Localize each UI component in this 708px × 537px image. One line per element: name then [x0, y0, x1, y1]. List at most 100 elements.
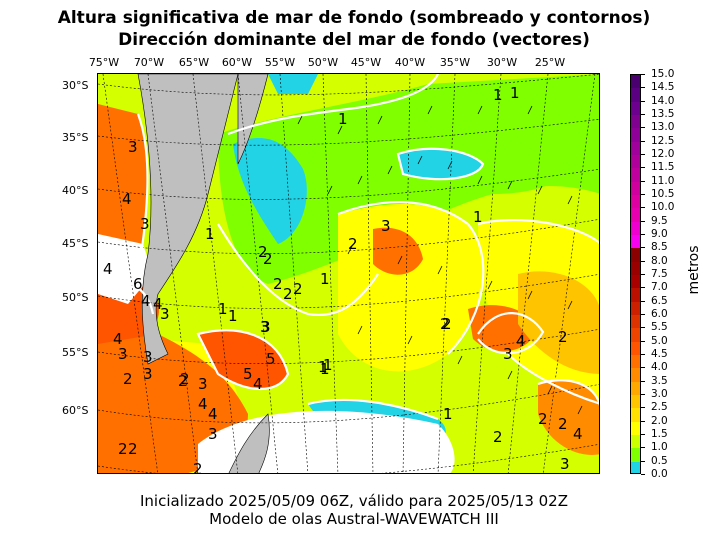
colorbar-tick-mark [641, 194, 645, 195]
colorbar-tick-label: 0.5 [651, 454, 668, 467]
colorbar-tick-mark [641, 247, 645, 249]
colorbar-tick-mark [641, 407, 645, 409]
colorbar-tick-label: 6.5 [651, 294, 668, 307]
swell-25m-zone [518, 271, 599, 374]
colorbar-tick-label: 2.0 [651, 414, 668, 427]
contour-label: 3 [198, 375, 208, 393]
contour-label: 5 [243, 365, 253, 383]
colorbar-tick-label: 8.0 [651, 254, 668, 267]
colorbar-tick-mark [641, 434, 645, 435]
colorbar-tick-label: 9.5 [651, 214, 668, 227]
colorbar-tick-mark [641, 380, 645, 382]
contour-label: 1 [323, 356, 333, 374]
lon-label: 50°W [307, 56, 339, 69]
contour-label: 1 [493, 86, 503, 104]
colorbar-tick-mark [641, 140, 645, 142]
contour-label: 1 [228, 307, 238, 325]
contour-label: 2 [258, 243, 268, 261]
contour-label: 1 [338, 110, 348, 128]
swell-low-zone [233, 138, 307, 244]
colorbar-segment [631, 381, 640, 396]
contour-label: 2 [442, 315, 452, 333]
lat-label: 60°S [62, 404, 89, 417]
colorbar-tick-label: 12.0 [651, 148, 675, 160]
contour-label: 3 [560, 455, 570, 473]
contour-label: 3 [381, 217, 391, 235]
contour-label: 5 [266, 350, 276, 368]
contour-label: 4 [141, 292, 151, 310]
contour-label: 2 [123, 370, 133, 388]
contour-label: 3 [118, 345, 128, 363]
colorbar-tick-mark [641, 274, 645, 275]
contour-label: 1 [218, 300, 228, 318]
colorbar-tick-mark [641, 460, 645, 462]
colorbar-tick-mark [641, 74, 645, 75]
colorbar-tick-mark [641, 234, 645, 235]
lon-label: 35°W [439, 56, 471, 69]
colorbar-segment [631, 461, 640, 473]
colorbar-tick-mark [641, 287, 645, 289]
contour-lines [98, 74, 599, 421]
lon-label: 25°W [534, 56, 566, 69]
contour-label: 6 [133, 275, 143, 293]
swell-1m-zone [218, 74, 599, 284]
colorbar-tick-mark [641, 367, 645, 369]
contour-label: 1 [205, 225, 215, 243]
colorbar-tick-mark [641, 474, 645, 475]
contour-label: 1 [320, 270, 330, 288]
colorbar-tick-mark [641, 327, 645, 329]
colorbar-tick-label: 15.0 [651, 68, 675, 80]
colorbar-tick-mark [641, 154, 645, 155]
colorbar-segment [631, 301, 640, 316]
colorbar-segment [631, 208, 640, 223]
colorbar-tick-label: 6.0 [651, 308, 668, 320]
colorbar-tick-mark [641, 394, 645, 395]
colorbar-tick-label: 7.5 [651, 268, 668, 280]
contour-label: 4 [103, 260, 113, 278]
colorbar-segment [631, 141, 640, 156]
lon-label: 55°W [264, 56, 296, 69]
swell-vectors [297, 105, 583, 415]
contour-label: 1 [443, 405, 453, 423]
colorbar-segment [631, 448, 640, 463]
map-title-line1: Altura significativa de mar de fondo (so… [57, 8, 651, 28]
lon-label: 70°W [133, 56, 165, 69]
colorbar-tick-label: 11.5 [651, 161, 675, 174]
colorbar-tick-mark [641, 354, 645, 355]
colorbar-tick-mark [641, 340, 645, 342]
colorbar-tick-mark [641, 420, 645, 422]
contour-label: 2 [493, 428, 503, 446]
contour-label: 1 [318, 358, 328, 376]
swell-height-map: 1 1 1 3 1 4 3 2 3 2 1 2 1 2 3 2 2 4 6 4 … [97, 73, 600, 474]
contour-label: 2 [348, 235, 358, 253]
colorbar-tick-mark [641, 87, 645, 89]
contour-label: 4 [573, 425, 583, 443]
colorbar-segment [631, 235, 640, 249]
colorbar-tick-label: 5.5 [651, 321, 668, 334]
contour-label: 4 [153, 295, 163, 313]
colorbar-segment [631, 128, 640, 143]
colorbar-tick-label: 11.0 [651, 174, 675, 187]
contour-label: 4 [113, 330, 123, 348]
colorbar-segment [631, 421, 640, 436]
contour-label: 4 [198, 395, 208, 413]
contour-label: 3 [128, 138, 138, 156]
contour-label: 2 [118, 440, 128, 458]
swell-3m-zone [373, 227, 423, 275]
colorbar-tick-label: 2.5 [651, 401, 668, 414]
colorbar-tick-mark [641, 167, 645, 169]
colorbar-segment [631, 101, 640, 116]
colorbar-tick-label: 14.0 [651, 94, 675, 107]
contour-label: 2 [538, 410, 548, 428]
contour-label: 4 [516, 332, 526, 350]
lat-label: 40°S [62, 184, 89, 197]
colorbar-tick-mark [641, 314, 645, 315]
contour-label: 3 [143, 365, 153, 383]
colorbar-tick-mark [641, 114, 645, 115]
contour-label: 2 [558, 328, 568, 346]
colorbar-segment [631, 261, 640, 276]
contour-label: 2 [283, 285, 293, 303]
colorbar-tick-mark [641, 207, 645, 209]
colorbar-tick-mark [641, 220, 645, 222]
map-canvas: 1 1 1 3 1 4 3 2 3 2 1 2 1 2 3 2 2 4 6 4 … [98, 74, 599, 473]
